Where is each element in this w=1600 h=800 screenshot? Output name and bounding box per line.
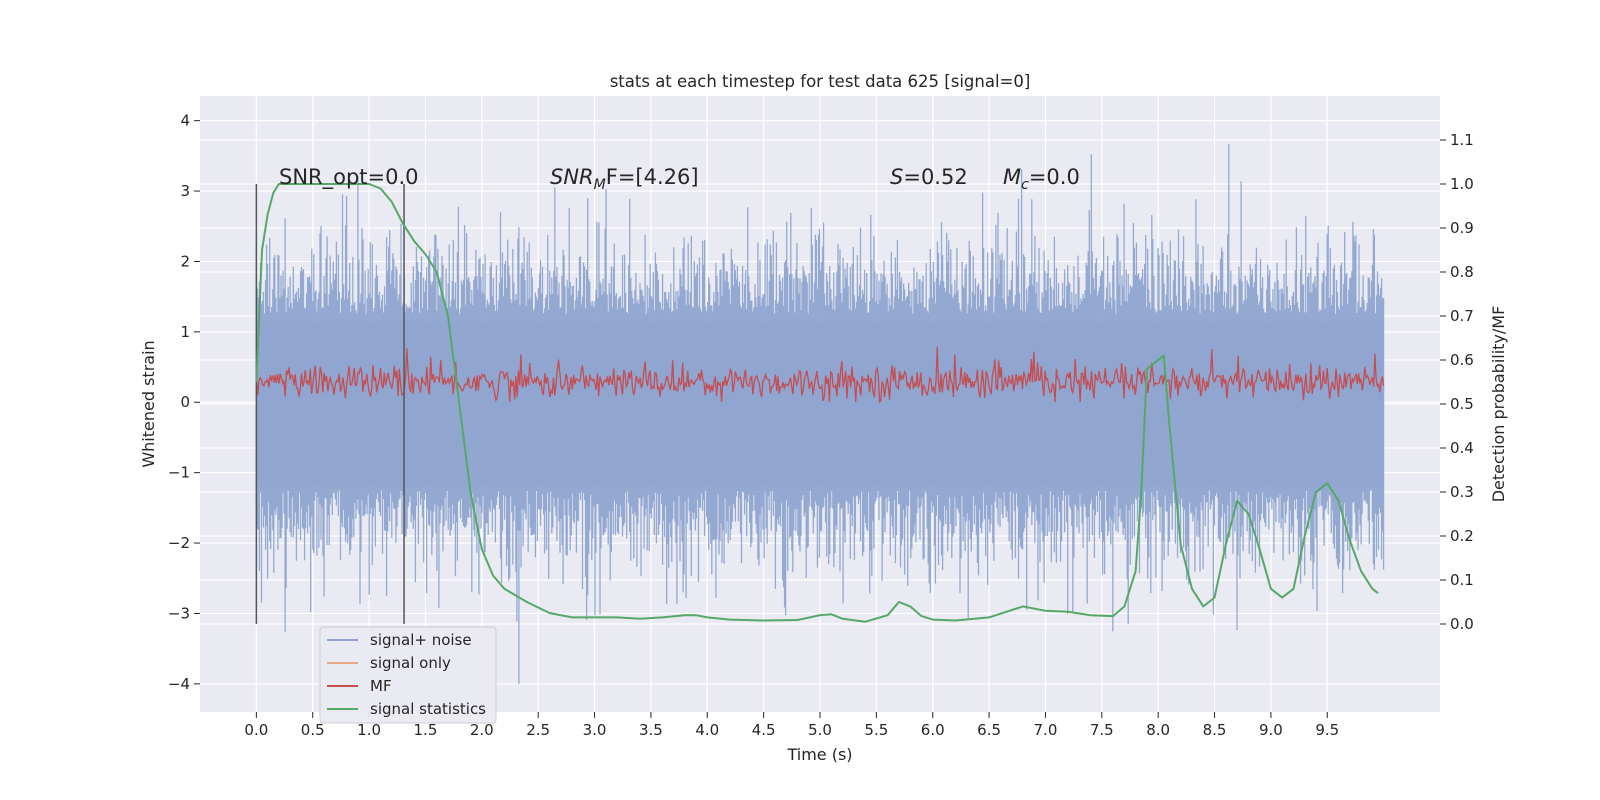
x-tick-label: 4.5 — [752, 721, 776, 739]
y-left-tick-label: −1 — [168, 464, 190, 482]
y-left-tick-label: 4 — [180, 112, 190, 130]
x-tick-label: 4.0 — [695, 721, 719, 739]
annotation-snr-opt: SNR_opt=0.0 — [279, 165, 419, 190]
y-left-axis-label: Whitened strain — [139, 340, 158, 467]
x-tick-label: 7.0 — [1034, 721, 1058, 739]
y-right-tick-label: 0.3 — [1450, 483, 1474, 501]
y-left-tick-label: −4 — [168, 675, 190, 693]
annotation-snr-mf: SNRMF=[4.26] — [550, 165, 699, 193]
legend-label-signal-only: signal only — [370, 654, 451, 672]
x-tick-label: 3.0 — [583, 721, 607, 739]
y-right-tick-label: 0.0 — [1450, 615, 1474, 633]
annotation-mc-sub: c — [1021, 177, 1029, 193]
annotation-mc-value: =0.0 — [1029, 165, 1080, 189]
annotation-s-main: S — [890, 165, 903, 189]
legend-label-signal-noise: signal+ noise — [370, 631, 472, 649]
x-tick-label: 0.5 — [301, 721, 325, 739]
y-right-axis-ticks: 1.1 1.0 0.9 0.8 0.7 0.6 0.5 0.4 0.3 0.2 0.1 0.0 — [1440, 131, 1474, 633]
chart-title: stats at each timestep for test data 625… — [610, 72, 1031, 91]
y-right-tick-label: 0.8 — [1450, 263, 1474, 281]
x-tick-label: 2.5 — [526, 721, 550, 739]
annotation-snr-mf-value: F=[4.26] — [606, 165, 699, 189]
legend: signal+ noise signal only MF signal stat… — [319, 626, 497, 724]
annotation-mc: Mc=0.0 — [1003, 165, 1080, 193]
x-tick-label: 7.5 — [1090, 721, 1114, 739]
x-tick-label: 5.0 — [808, 721, 832, 739]
y-right-tick-label: 0.2 — [1450, 527, 1474, 545]
legend-label-mf: MF — [370, 677, 392, 695]
x-axis-ticks: 0.0 0.5 1.0 1.5 2.0 2.5 3.0 3.5 4.0 4.5 5.0 5.5 6.0 6… — [244, 712, 1339, 739]
y-right-tick-label: 0.6 — [1450, 351, 1474, 369]
y-left-tick-label: −3 — [168, 604, 190, 622]
mf-trace — [255, 346, 1385, 404]
signal-noise-series — [255, 144, 1385, 684]
x-tick-label: 5.5 — [864, 721, 888, 739]
vertical-markers — [255, 184, 405, 624]
mf-series — [255, 346, 1385, 404]
annotation-mc-main: M — [1003, 165, 1021, 189]
y-left-axis-ticks: 4 3 2 1 0 −1 −2 −3 −4 — [168, 112, 200, 693]
annotation-s: S=0.52 — [890, 165, 968, 189]
signal-statistics-line — [255, 183, 1379, 623]
x-tick-label: 6.5 — [977, 721, 1001, 739]
y-right-tick-label: 0.1 — [1450, 571, 1474, 589]
y-right-tick-label: 0.4 — [1450, 439, 1474, 457]
x-tick-label: 9.5 — [1315, 721, 1339, 739]
y-left-tick-label: 1 — [180, 323, 190, 341]
y-right-axis-label: Detection probability/MF — [1489, 306, 1508, 503]
y-right-tick-label: 0.5 — [1450, 395, 1474, 413]
signal-statistics-series — [255, 183, 1379, 623]
annotation-snr-mf-sub: M — [594, 177, 606, 193]
y-left-tick-label: 2 — [180, 252, 190, 270]
legend-box — [319, 626, 497, 724]
x-tick-label: 9.0 — [1259, 721, 1283, 739]
annotation-snr-mf-main: SNR — [550, 165, 594, 189]
y-left-tick-label: 3 — [180, 182, 190, 200]
x-tick-label: 2.0 — [470, 721, 494, 739]
x-tick-label: 8.0 — [1146, 721, 1170, 739]
y-left-tick-label: −2 — [168, 534, 190, 552]
signal-noise-core — [256, 321, 1384, 487]
x-tick-label: 8.5 — [1203, 721, 1227, 739]
x-tick-label: 1.0 — [357, 721, 381, 739]
x-tick-label: 0.0 — [244, 721, 268, 739]
y-right-tick-label: 1.1 — [1450, 131, 1474, 149]
y-left-tick-label: 0 — [180, 393, 190, 411]
annotation-s-value: =0.52 — [903, 165, 967, 189]
x-axis-label: Time (s) — [786, 745, 852, 764]
y-right-tick-label: 1.0 — [1450, 175, 1474, 193]
y-right-tick-label: 0.7 — [1450, 307, 1474, 325]
y-right-tick-label: 0.9 — [1450, 219, 1474, 237]
x-tick-label: 1.5 — [414, 721, 438, 739]
x-tick-label: 6.0 — [921, 721, 945, 739]
x-tick-label: 3.5 — [639, 721, 663, 739]
legend-label-signal-statistics: signal statistics — [370, 700, 486, 718]
